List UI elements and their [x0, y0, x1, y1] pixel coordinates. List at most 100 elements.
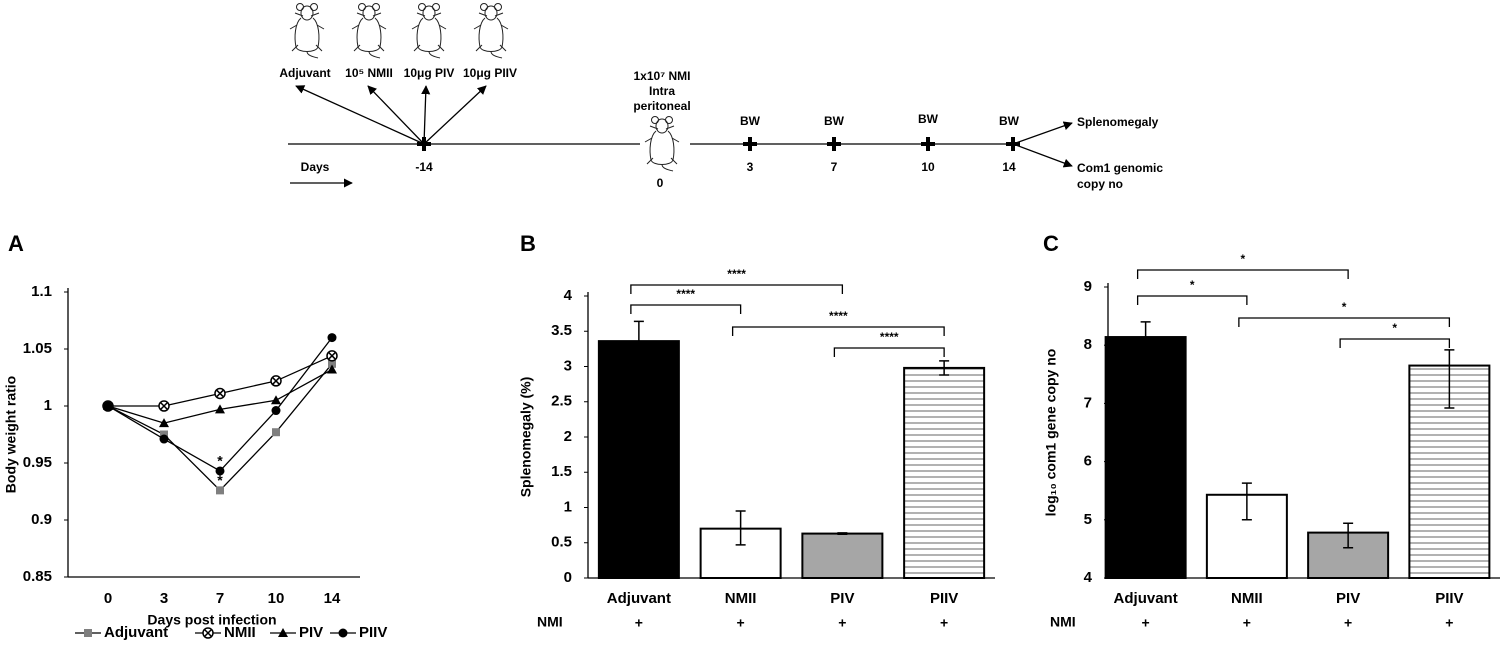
x-tick-label: 3 — [160, 590, 168, 607]
chart-panel: B Splenomegaly (%) 0 0.5 1 1.5 2 2.5 3 3.5 4 Adjuva… — [518, 231, 995, 631]
y-tick-label: 0 — [564, 569, 572, 586]
bw-label: BW — [999, 114, 1020, 128]
marker-circle — [271, 406, 281, 416]
marker-square — [160, 430, 168, 439]
row-value: + — [635, 615, 643, 631]
row-value: + — [1142, 615, 1150, 631]
x-tick-label: 10 — [268, 590, 285, 607]
error-bar — [1241, 482, 1252, 521]
legend-marker — [338, 628, 348, 638]
significance-bracket — [833, 347, 945, 357]
row-value: + — [940, 615, 948, 631]
legend-marker — [84, 629, 92, 637]
x-tick-label: PIV — [1336, 590, 1360, 607]
row-label: NMI — [537, 614, 563, 630]
y-axis-label: log₁₀ com1 gene copy no — [1043, 349, 1059, 517]
marker-square — [84, 629, 92, 637]
error-bar — [1343, 522, 1354, 549]
legend-marker — [278, 628, 288, 637]
bw-label: BW — [918, 112, 939, 126]
bar — [903, 366, 986, 579]
error-bar — [633, 320, 644, 362]
day-label: 10 — [921, 160, 935, 174]
x-axis-label: Days post infection — [147, 612, 276, 628]
timepoint — [827, 137, 841, 151]
y-tick-label: 8 — [1084, 336, 1092, 353]
significance-bracket — [1238, 317, 1451, 327]
y-axis-label: Splenomegaly (%) — [518, 377, 534, 498]
data-point — [216, 486, 224, 495]
data-point — [214, 387, 226, 400]
mouse-icon — [351, 3, 387, 59]
day-label: 7 — [831, 160, 838, 174]
annotation: * — [217, 472, 223, 488]
significance-label: * — [1190, 278, 1195, 292]
error-bar — [1444, 349, 1455, 409]
y-tick-label: 9 — [1084, 278, 1092, 295]
group-label: 10⁵ NMII — [345, 66, 393, 80]
marker-circle — [327, 333, 337, 343]
significance-bracket — [630, 284, 844, 294]
x-tick-label: Adjuvant — [607, 590, 671, 607]
significance-bracket — [1339, 338, 1451, 348]
mouse-icon — [473, 3, 509, 59]
significance-label: **** — [676, 287, 695, 301]
bw-label: BW — [740, 114, 761, 128]
y-tick-label: 1 — [44, 397, 52, 414]
marker-circle — [103, 401, 113, 411]
challenge-label: peritoneal — [633, 99, 690, 113]
row-value: + — [838, 615, 846, 631]
data-point — [159, 434, 169, 444]
y-tick-label: 1.05 — [23, 340, 52, 357]
marker-x — [328, 352, 336, 360]
group-label: 10μg PIIV — [463, 66, 517, 80]
y-tick-label: 0.85 — [23, 568, 52, 585]
data-point — [326, 350, 338, 362]
data-point — [103, 401, 113, 411]
y-tick-label: 5 — [1084, 511, 1092, 528]
marker-x — [160, 402, 168, 410]
day-label: 3 — [747, 160, 754, 174]
marker-circle — [159, 434, 169, 444]
day-label: 14 — [1002, 160, 1016, 174]
marker-x — [204, 629, 212, 637]
error-bar — [1140, 321, 1151, 353]
y-tick-label: 1.1 — [31, 283, 52, 300]
y-tick-label: 1.5 — [551, 463, 572, 480]
significance-label: * — [1392, 321, 1397, 335]
x-tick-label: NMII — [725, 590, 757, 607]
row-label: NMI — [1050, 614, 1076, 630]
data-point — [159, 418, 169, 428]
x-tick-label: NMII — [1231, 590, 1263, 607]
significance-bracket — [731, 326, 945, 336]
y-tick-label: 0.5 — [551, 534, 572, 551]
y-tick-label: 7 — [1084, 394, 1092, 411]
legend-label: Adjuvant — [104, 624, 168, 641]
x-tick-label: PIV — [830, 590, 854, 607]
significance-label: * — [1241, 252, 1246, 266]
outcome-label: Splenomegaly — [1077, 115, 1159, 129]
row-value: + — [1243, 615, 1251, 631]
challenge-label: 1x10⁷ NMI — [634, 69, 691, 83]
outcome-arrow — [1012, 121, 1073, 145]
y-tick-label: 6 — [1084, 453, 1092, 470]
y-tick-label: 1 — [564, 498, 572, 515]
data-point — [272, 428, 280, 437]
data-point — [327, 333, 337, 343]
mouse-icon — [289, 3, 325, 59]
marker-x — [216, 389, 224, 397]
day-label: 0 — [657, 176, 664, 190]
significance-bracket — [1136, 295, 1248, 305]
error-bar — [939, 360, 950, 376]
y-axis-label: Body weight ratio — [3, 376, 19, 493]
group-label: 10μg PIV — [404, 66, 455, 80]
y-tick-label: 4 — [1084, 569, 1093, 586]
mouse-icon — [644, 116, 680, 172]
y-tick-label: 0.9 — [31, 511, 52, 528]
group-label: Adjuvant — [279, 66, 330, 80]
data-point — [160, 430, 168, 439]
bw-label: BW — [824, 114, 845, 128]
significance-label: * — [1342, 300, 1347, 314]
